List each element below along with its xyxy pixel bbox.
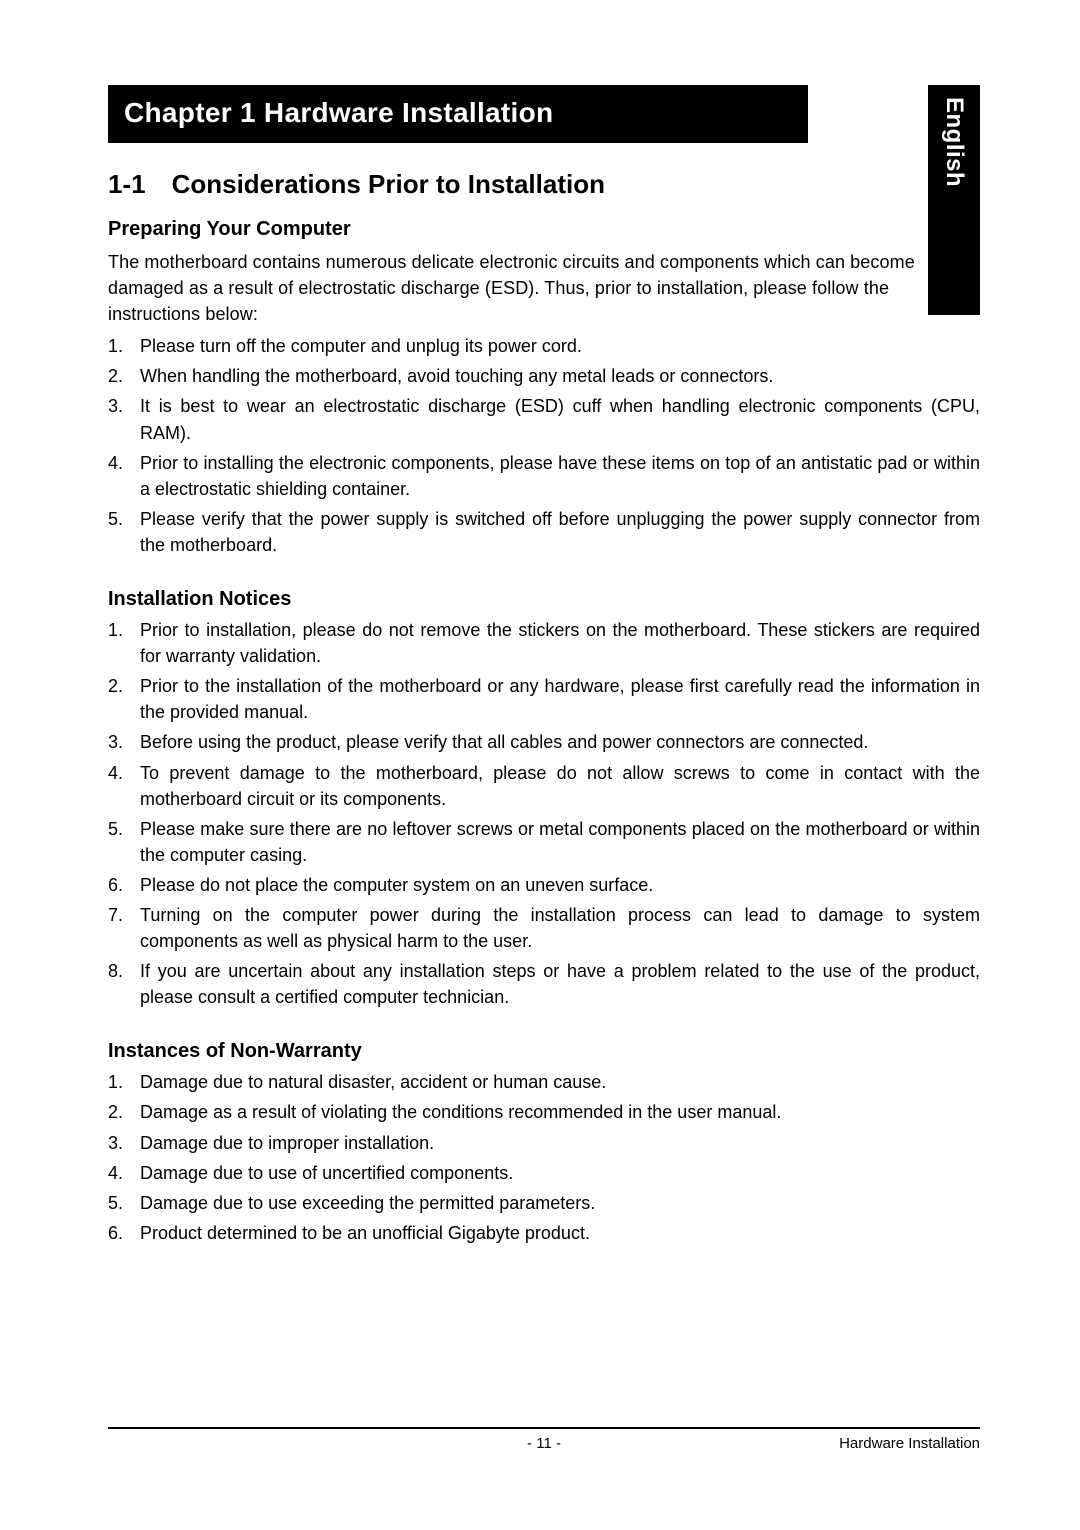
nonwarranty-list: 1. Damage due to natural disaster, accide…: [108, 1069, 980, 1246]
item-text: It is best to wear an electrostatic disc…: [140, 393, 980, 445]
page-footer: - 11 - Hardware Installation: [108, 1427, 980, 1452]
item-text: Prior to installation, please do not rem…: [140, 617, 980, 669]
list-item: 5.Please verify that the power supply is…: [108, 506, 980, 558]
item-number: 2.: [108, 363, 128, 389]
preparing-intro: The motherboard contains numerous delica…: [108, 249, 980, 327]
item-text: Damage due to use of uncertified compone…: [140, 1160, 980, 1186]
item-text: Please verify that the power supply is s…: [140, 506, 980, 558]
list-item: 4.Prior to installing the electronic com…: [108, 450, 980, 502]
footer-page-number: - 11 -: [527, 1435, 561, 1452]
notices-heading: Installation Notices: [108, 588, 980, 611]
item-number: 1.: [108, 1069, 128, 1095]
item-number: 4.: [108, 450, 128, 502]
section-title: 1-1 Considerations Prior to Installation: [108, 169, 980, 200]
list-item: 6. Product determined to be an unofficial…: [108, 1220, 980, 1246]
item-text: When handling the motherboard, avoid tou…: [140, 363, 980, 389]
language-tab: English: [928, 85, 980, 315]
item-number: 2.: [108, 673, 128, 725]
item-number: 4.: [108, 1160, 128, 1186]
preparing-list: 1. Please turn off the computer and unplu…: [108, 333, 980, 558]
list-item: 4. Damage due to use of uncertified compo…: [108, 1160, 980, 1186]
list-item: 8.If you are uncertain about any install…: [108, 958, 980, 1010]
chapter-banner: Chapter 1 Hardware Installation: [108, 85, 808, 143]
item-number: 2.: [108, 1099, 128, 1125]
list-item: 3.It is best to wear an electrostatic di…: [108, 393, 980, 445]
item-number: 8.: [108, 958, 128, 1010]
item-number: 5.: [108, 506, 128, 558]
item-text: Before using the product, please verify …: [140, 729, 980, 755]
list-item: 2. When handling the motherboard, avoid t…: [108, 363, 980, 389]
item-number: 3.: [108, 393, 128, 445]
preparing-heading: Preparing Your Computer: [108, 218, 980, 241]
section-heading: Considerations Prior to Installation: [172, 169, 605, 200]
item-text: Prior to installing the electronic compo…: [140, 450, 980, 502]
list-item: 7.Turning on the computer power during t…: [108, 902, 980, 954]
item-text: Damage due to use exceeding the permitte…: [140, 1190, 980, 1216]
item-number: 4.: [108, 760, 128, 812]
item-number: 5.: [108, 1190, 128, 1216]
list-item: 2.Prior to the installation of the mothe…: [108, 673, 980, 725]
item-text: To prevent damage to the motherboard, pl…: [140, 760, 980, 812]
notices-list: 1.Prior to installation, please do not r…: [108, 617, 980, 1010]
item-text: Damage due to improper installation.: [140, 1130, 980, 1156]
item-text: Prior to the installation of the motherb…: [140, 673, 980, 725]
section-number: 1-1: [108, 169, 146, 200]
list-item: 4.To prevent damage to the motherboard, …: [108, 760, 980, 812]
item-number: 3.: [108, 1130, 128, 1156]
item-number: 7.: [108, 902, 128, 954]
item-number: 5.: [108, 816, 128, 868]
item-number: 1.: [108, 333, 128, 359]
list-item: 5.Please make sure there are no leftover…: [108, 816, 980, 868]
list-item: 1. Please turn off the computer and unplu…: [108, 333, 980, 359]
list-item: 1.Prior to installation, please do not r…: [108, 617, 980, 669]
item-number: 6.: [108, 1220, 128, 1246]
list-item: 5. Damage due to use exceeding the permit…: [108, 1190, 980, 1216]
item-number: 3.: [108, 729, 128, 755]
document-page: English Chapter 1 Hardware Installation …: [0, 0, 1080, 1530]
item-text: Damage due to natural disaster, accident…: [140, 1069, 980, 1095]
item-number: 1.: [108, 617, 128, 669]
item-text: Product determined to be an unofficial G…: [140, 1220, 980, 1246]
list-item: 1. Damage due to natural disaster, accide…: [108, 1069, 980, 1095]
list-item: 2. Damage as a result of violating the co…: [108, 1099, 980, 1125]
footer-section-label: Hardware Installation: [839, 1435, 980, 1452]
item-number: 6.: [108, 872, 128, 898]
item-text: If you are uncertain about any installat…: [140, 958, 980, 1010]
list-item: 3. Damage due to improper installation.: [108, 1130, 980, 1156]
list-item: 3. Before using the product, please verif…: [108, 729, 980, 755]
item-text: Please turn off the computer and unplug …: [140, 333, 980, 359]
item-text: Please make sure there are no leftover s…: [140, 816, 980, 868]
nonwarranty-heading: Instances of Non-Warranty: [108, 1040, 980, 1063]
language-label: English: [940, 97, 968, 187]
item-text: Please do not place the computer system …: [140, 872, 980, 898]
item-text: Turning on the computer power during the…: [140, 902, 980, 954]
list-item: 6. Please do not place the computer syste…: [108, 872, 980, 898]
item-text: Damage as a result of violating the cond…: [140, 1099, 980, 1125]
chapter-title: Chapter 1 Hardware Installation: [124, 97, 553, 128]
